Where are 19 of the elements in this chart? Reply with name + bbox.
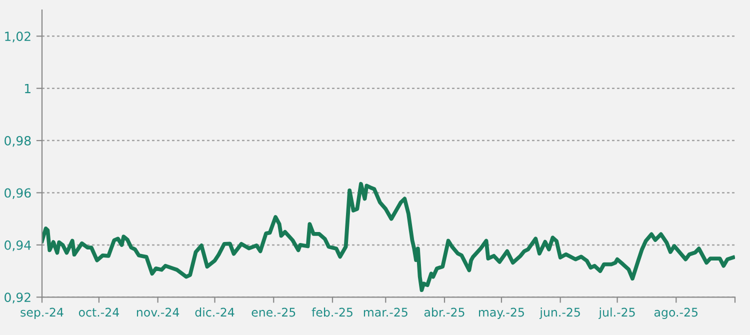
x-tick-label: jul.-25 <box>598 308 635 319</box>
y-tick-label: 0,92 <box>4 292 30 304</box>
y-tick-label: 0,96 <box>4 188 31 199</box>
x-tick-label: jun.-25 <box>539 308 580 319</box>
x-tick-label: nov.-24 <box>136 308 180 317</box>
x-tick-label: may.-25 <box>479 308 524 319</box>
x-tick-label: ene.-25 <box>252 308 296 317</box>
y-tick-label: 0,98 <box>4 136 31 147</box>
x-tick-label: abr.-25 <box>424 308 464 317</box>
x-tick-label: oct.-24 <box>78 308 119 317</box>
line-series <box>42 182 735 292</box>
y-tick-label: 1,02 <box>5 32 30 42</box>
y-tick-label: 1 <box>25 84 30 94</box>
x-tick-label: ago.-25 <box>654 308 698 319</box>
x-tick-label: feb.-25 <box>312 308 352 317</box>
x-tick-label: dic.-24 <box>195 308 234 317</box>
y-tick-label: 0,94 <box>4 240 31 252</box>
x-tick-label: sep.-24 <box>20 308 64 319</box>
x-tick-label: mar.-25 <box>364 308 408 317</box>
